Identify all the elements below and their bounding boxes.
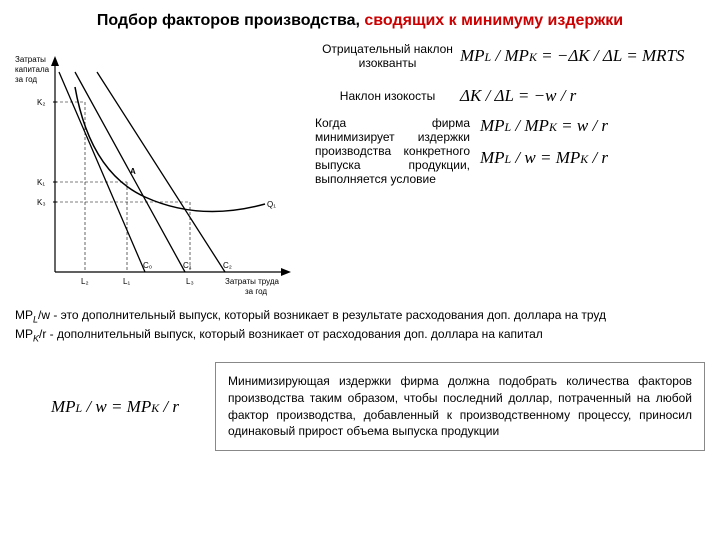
svg-text:L₂: L₂: [81, 277, 89, 286]
svg-text:капитала: капитала: [15, 65, 50, 74]
svg-text:Q₁: Q₁: [267, 200, 276, 209]
svg-text:C₁: C₁: [183, 261, 192, 270]
svg-text:K₂: K₂: [37, 98, 45, 107]
svg-text:A: A: [130, 167, 136, 176]
explain-line-1: MPL/w - это дополнительный выпуск, котор…: [15, 307, 705, 326]
condition-formulas: MPL / MPK = w / r MPL / w = MPK / r: [480, 116, 705, 180]
svg-text:за год: за год: [15, 75, 37, 84]
svg-text:Затраты труда: Затраты труда: [225, 277, 280, 286]
isoquant-formula: MPL / MPK = −ΔK / ΔL = MRTS: [460, 46, 705, 66]
final-text-box: Минимизирующая издержки фирма должна под…: [215, 362, 705, 451]
main-content: Затраты капитала за год Затраты труда за…: [0, 42, 720, 302]
condition-formula-1: MPL / MPK = w / r: [480, 116, 705, 136]
isoquant-slope-label: Отрицательный наклон изокванты: [315, 42, 460, 70]
isocost-row: Наклон изокосты ΔK / ΔL = −w / r: [315, 86, 705, 106]
final-formula: MPL / w = MPK / r: [15, 397, 215, 417]
isocost-slope-label: Наклон изокосты: [315, 89, 460, 103]
svg-text:K₃: K₃: [37, 198, 46, 207]
condition-formula-2: MPL / w = MPK / r: [480, 148, 705, 168]
isocost-formula: ΔK / ΔL = −w / r: [460, 86, 705, 106]
svg-text:за год: за год: [245, 287, 267, 296]
explanation-block: MPL/w - это дополнительный выпуск, котор…: [0, 302, 720, 350]
svg-text:L₃: L₃: [186, 277, 194, 286]
explain-line-2: MPK/r - дополнительный выпуск, который в…: [15, 326, 705, 345]
chart-column: Затраты капитала за год Затраты труда за…: [15, 42, 305, 302]
page-title: Подбор факторов производства, сводящих к…: [0, 0, 720, 42]
condition-block: Когда фирма минимизирует издержки произв…: [315, 116, 705, 186]
svg-text:Затраты: Затраты: [15, 55, 46, 64]
title-part-2: сводящих к минимуму издержки: [364, 12, 623, 29]
conclusion-row: MPL / w = MPK / r Минимизирующая издержк…: [15, 362, 705, 451]
isoquant-row: Отрицательный наклон изокванты MPL / MPK…: [315, 42, 705, 70]
title-part-1: Подбор факторов производства: [97, 12, 356, 29]
formulas-column: Отрицательный наклон изокванты MPL / MPK…: [305, 42, 705, 302]
svg-text:C₂: C₂: [223, 261, 232, 270]
svg-text:L₁: L₁: [123, 277, 130, 286]
isoquant-chart: Затраты капитала за год Затраты труда за…: [15, 42, 295, 302]
svg-text:K₁: K₁: [37, 178, 45, 187]
condition-text: Когда фирма минимизирует издержки произв…: [315, 116, 480, 186]
svg-text:C₀: C₀: [143, 261, 152, 270]
